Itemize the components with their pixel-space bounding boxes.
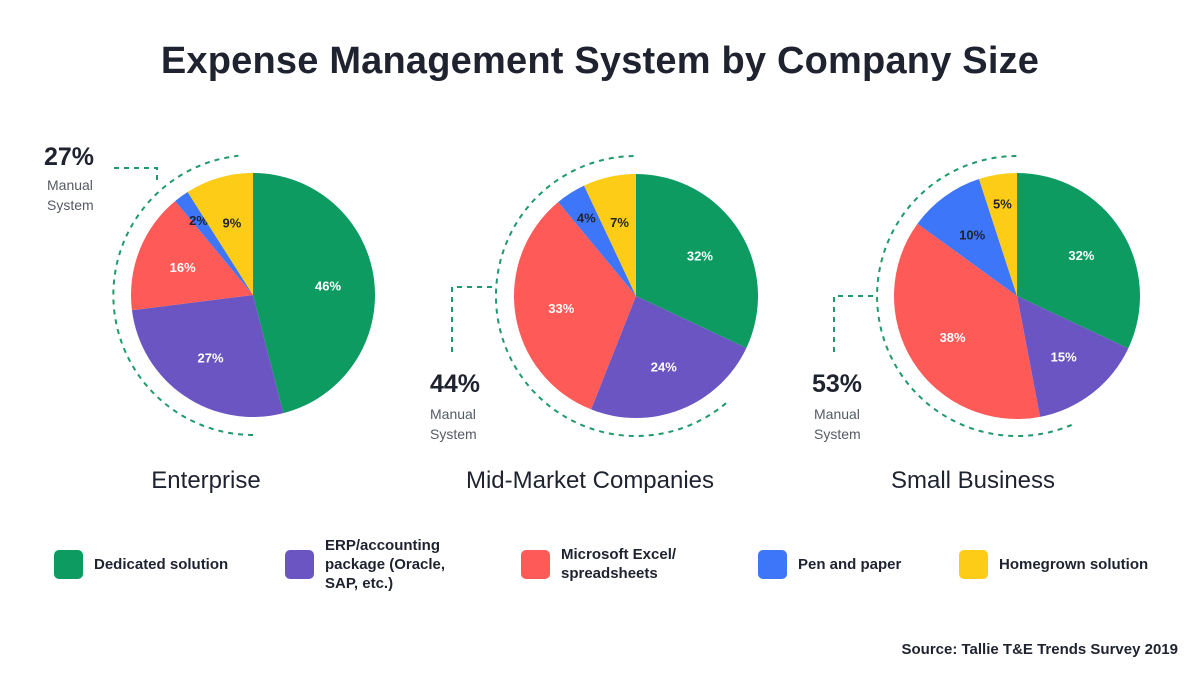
slice-label: 38% — [940, 330, 966, 345]
manual-system-connector — [833, 295, 877, 352]
pie-slice — [591, 296, 747, 418]
pie-slice — [253, 173, 376, 414]
manual-label-line1: Manual — [814, 406, 860, 422]
manual-label-line2: System — [814, 426, 861, 442]
manual-system-arc — [112, 154, 254, 436]
legend-item-dedicated: Dedicated solution — [54, 534, 228, 594]
manual-system-arc — [495, 155, 727, 437]
chart-title: Expense Management System by Company Siz… — [160, 40, 1040, 82]
pie-slice — [514, 202, 636, 410]
legend-item-erp: ERP/accounting package (Oracle, SAP, etc.) — [285, 534, 445, 594]
pie-slice — [175, 191, 253, 295]
pie-slice — [636, 174, 759, 348]
manual-label-line1: Manual — [430, 406, 476, 422]
pie-chart-3: 32% 15% 38% 10% 5% 53% Manual System Small Busin… — [812, 155, 1140, 494]
manual-label-line1: Manual — [47, 177, 93, 193]
slice-label: 46% — [315, 279, 341, 294]
pie-slice — [1017, 296, 1129, 417]
legend-label: Homegrown solution — [999, 555, 1149, 573]
manual-system-connector — [114, 167, 158, 180]
manual-label-line2: System — [47, 197, 94, 213]
chart-name: Enterprise — [151, 467, 260, 494]
legend-swatch — [959, 549, 988, 579]
legend-swatch — [285, 549, 314, 579]
pie-slice — [558, 185, 636, 296]
pie-chart-2: 32% 24% 33% 4% 7% 44% Manual System Mid-Market C… — [430, 155, 759, 494]
legend-swatch — [54, 549, 83, 579]
pie-slice — [978, 173, 1017, 296]
manual-system-percent: 53% — [812, 370, 862, 398]
source-note: Source: Tallie T&E Trends Survey 2019 — [901, 641, 1178, 658]
pie-slice — [1017, 173, 1140, 349]
slice-label: 4% — [577, 211, 596, 226]
legend-item-pen: Pen and paper — [758, 534, 901, 594]
legend-swatch — [758, 549, 787, 579]
slice-label: 7% — [610, 215, 629, 230]
manual-label-line2: System — [430, 426, 477, 442]
slice-label: 32% — [687, 249, 713, 264]
legend-label: Microsoft Excel/spreadsheets — [561, 546, 677, 582]
pie-slice — [187, 173, 253, 295]
legend-item-homegrown: Homegrown solution — [959, 534, 1148, 594]
chart-name: Mid-Market Companies — [466, 467, 714, 494]
manual-system-percent: 27% — [44, 143, 94, 171]
legend-label: Pen and paper — [798, 555, 902, 573]
slice-label: 9% — [223, 215, 242, 230]
legend-label: ERP/accounting package (Oracle, SAP, etc.) — [325, 536, 446, 592]
slice-label: 32% — [1068, 248, 1094, 263]
manual-system-percent: 44% — [430, 370, 480, 398]
manual-system-connector — [451, 286, 497, 352]
slice-label: 10% — [959, 227, 985, 242]
pie-slice — [893, 223, 1041, 419]
slice-label: 27% — [197, 351, 223, 366]
legend: Dedicated solution ERP/accounting package … — [54, 534, 1164, 594]
pie-slice — [917, 179, 1017, 296]
pie-slice — [131, 295, 284, 418]
slice-label: 24% — [651, 359, 677, 374]
chart-name: Small Business — [891, 467, 1055, 494]
pie-slice — [130, 201, 253, 311]
pie-slice — [584, 174, 636, 296]
legend-item-excel: Microsoft Excel/spreadsheets — [521, 534, 676, 594]
slice-label: 5% — [993, 197, 1012, 212]
legend-label: Dedicated solution — [94, 555, 229, 573]
legend-swatch — [521, 549, 550, 579]
slice-label: 16% — [170, 260, 196, 275]
slice-label: 15% — [1051, 349, 1077, 364]
slice-label: 33% — [548, 301, 574, 316]
